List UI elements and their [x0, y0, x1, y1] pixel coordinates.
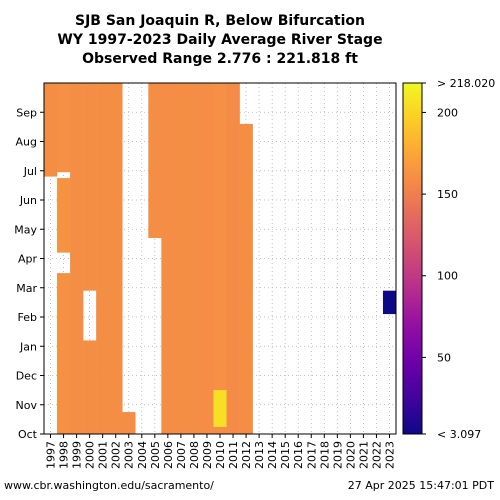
- y-tick-label: Jul: [23, 165, 37, 178]
- heatmap-cells: [44, 83, 397, 434]
- y-axis: Oct Nov Dec Jan Feb Mar Apr May Jun Jul Aug Sep: [14, 106, 44, 441]
- heatmap-cell: [96, 83, 110, 434]
- x-tick-label: 2008: [188, 441, 201, 469]
- chart-title-line1: SJB San Joaquin R, Below Bifurcation: [75, 13, 365, 29]
- y-tick-label: Nov: [16, 399, 38, 412]
- source-url: www.cbr.washington.edu/sacramento/: [4, 479, 214, 492]
- heatmap-cell: [213, 390, 227, 427]
- x-tick-label: 2016: [292, 441, 305, 469]
- heatmap-cell: [174, 83, 188, 434]
- chart-title-line3: Observed Range 2.776 : 221.818 ft: [82, 51, 358, 67]
- y-tick-label: Dec: [16, 370, 37, 383]
- colorbar-max-label: > 218.020: [437, 77, 495, 90]
- heatmap-cell: [83, 83, 97, 291]
- colorbar: 50 100 150 200 > 218.020 < 3.097: [402, 77, 495, 441]
- heatmap-cell: [187, 83, 201, 434]
- heatmap-cell: [44, 83, 58, 177]
- x-tick-label: 2001: [97, 441, 110, 469]
- x-tick-label: 2019: [331, 441, 344, 469]
- y-tick-label: Mar: [16, 282, 37, 295]
- x-tick-label: 2020: [344, 441, 357, 469]
- colorbar-min-label: < 3.097: [437, 428, 481, 441]
- y-tick-label: Aug: [16, 136, 37, 149]
- x-tick-label: 2015: [279, 441, 292, 469]
- heatmap-cell: [239, 123, 253, 434]
- x-tick-label: 2021: [357, 441, 370, 469]
- y-tick-label: Sep: [16, 106, 37, 119]
- y-tick-label: Jun: [19, 194, 37, 207]
- x-tick-label: 2010: [214, 441, 227, 469]
- heatmap-cell: [213, 83, 227, 391]
- y-tick-label: Jan: [19, 340, 37, 353]
- x-tick-label: 2018: [318, 441, 331, 469]
- heatmap-cell: [382, 290, 397, 315]
- x-tick-label: 1999: [71, 441, 84, 469]
- chart-title-line2: WY 1997-2023 Daily Average River Stage: [57, 32, 382, 48]
- x-tick-label: 2023: [383, 441, 396, 469]
- x-tick-label: 2012: [240, 441, 253, 469]
- y-tick-label: Apr: [18, 253, 38, 266]
- x-tick-label: 1997: [45, 441, 58, 469]
- y-tick-label: May: [14, 223, 37, 236]
- heatmap-cell: [57, 178, 71, 253]
- colorbar-gradient: [402, 82, 423, 435]
- y-tick-label: Oct: [18, 428, 38, 441]
- heatmap-cell: [122, 412, 136, 434]
- heatmap-cell: [57, 273, 71, 434]
- heatmap-cell: [161, 83, 175, 434]
- x-tick-label: 2022: [370, 441, 383, 469]
- heatmap-cell: [70, 83, 84, 434]
- x-tick-label: 2011: [227, 441, 240, 469]
- x-tick-label: 2017: [305, 441, 318, 469]
- heatmap-cell: [109, 83, 123, 434]
- x-tick-label: 2003: [123, 441, 136, 469]
- heatmap-cell: [226, 83, 240, 434]
- x-tick-label: 2014: [266, 441, 279, 469]
- x-tick-label: 2009: [201, 441, 214, 469]
- x-axis: 1997 1998 1999 2000 2001 2002 2003 2004 2005 2006…: [45, 434, 396, 469]
- heatmap-cell: [57, 83, 71, 173]
- colorbar-tick-label: 150: [437, 188, 458, 201]
- heatmap-cell: [148, 83, 162, 239]
- x-tick-label: 1998: [58, 441, 71, 469]
- x-tick-label: 2002: [110, 441, 123, 469]
- x-tick-label: 2005: [149, 441, 162, 469]
- x-tick-label: 2000: [84, 441, 97, 469]
- heatmap-cell: [213, 426, 227, 434]
- x-tick-label: 2007: [175, 441, 188, 469]
- colorbar-tick-label: 100: [437, 270, 458, 283]
- y-tick-label: Feb: [18, 311, 37, 324]
- colorbar-tick-label: 50: [437, 351, 451, 364]
- x-tick-label: 2013: [253, 441, 266, 469]
- heatmap-cell: [83, 340, 97, 434]
- colorbar-tick-label: 200: [437, 106, 458, 119]
- x-tick-label: 2006: [162, 441, 175, 469]
- heatmap-cell: [200, 83, 214, 434]
- x-tick-label: 2004: [136, 441, 149, 469]
- timestamp: 27 Apr 2025 15:47:01 PDT: [348, 479, 495, 492]
